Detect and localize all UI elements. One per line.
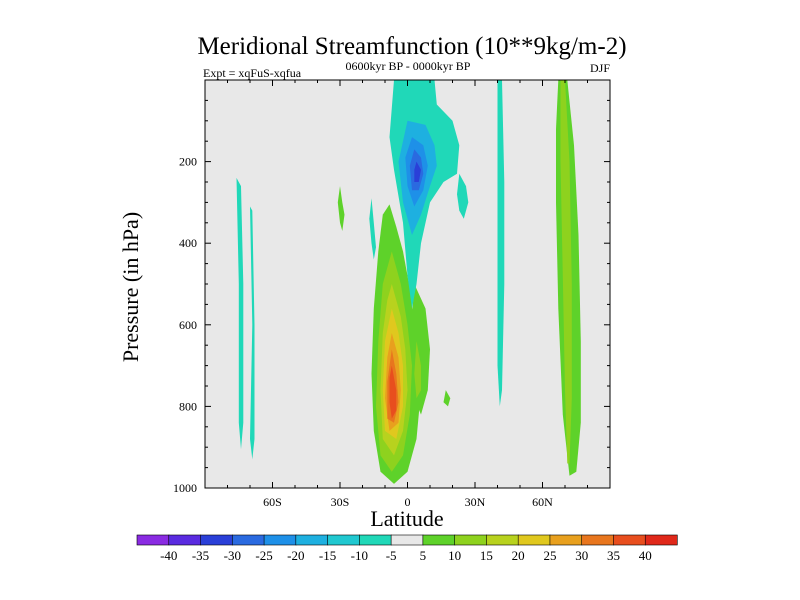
x-tick-label: 30N xyxy=(465,495,486,509)
colorbar-swatch xyxy=(517,534,551,546)
colorbar-swatch xyxy=(644,534,678,546)
colorbar-swatch xyxy=(613,534,646,546)
axis-ticks: 60S 30S 0 30N 60N 200 400 600 800 1000 xyxy=(173,80,610,509)
contour-sh-positive-small xyxy=(337,186,345,231)
contour-southern-cell-b xyxy=(250,206,255,460)
chart-title: Meridional Streamfunction (10**9kg/m-2) xyxy=(197,33,626,60)
colorbar-label: 20 xyxy=(512,548,525,563)
contour-nh-pos-column-inner xyxy=(560,80,572,464)
y-tick-label: 800 xyxy=(179,399,197,413)
contour-layer xyxy=(236,80,581,484)
colorbar-swatch xyxy=(136,534,170,546)
x-tick-label: 0 xyxy=(405,495,411,509)
colorbar-label: -40 xyxy=(160,548,177,563)
colorbar-swatch xyxy=(327,534,360,546)
colorbar-label: -35 xyxy=(192,548,209,563)
colorbar-swatch xyxy=(390,534,424,546)
colorbar-swatch xyxy=(486,534,519,546)
y-tick-label: 1000 xyxy=(173,481,197,495)
colorbar: -40 -35 -30 -25 -20 -15 -10 -5 5 10 15 20 25 30 35 40 xyxy=(136,534,678,563)
colorbar-label: -20 xyxy=(287,548,304,563)
colorbar-swatch xyxy=(200,534,233,546)
subtitle-left: Expt = xqFuS-xqfua xyxy=(203,66,302,80)
colorbar-label: -5 xyxy=(386,548,397,563)
colorbar-label: -10 xyxy=(351,548,368,563)
x-tick-label: 60S xyxy=(263,495,282,509)
contour-southern-cell-a xyxy=(236,177,244,450)
contour-sh-negative-small xyxy=(369,198,376,260)
colorbar-label: 35 xyxy=(607,548,620,563)
subtitle-center: 0600kyr BP - 0000kyr BP xyxy=(346,59,471,73)
contour-eq-pos-blob-b xyxy=(443,390,451,407)
colorbar-swatch xyxy=(359,534,392,546)
colorbar-swatch xyxy=(549,534,583,546)
subtitle-right: DJF xyxy=(590,61,610,75)
contour-hadley-35 xyxy=(389,365,397,419)
colorbar-label: -15 xyxy=(319,548,336,563)
colorbar-swatch xyxy=(454,534,488,546)
y-tick-label: 400 xyxy=(179,236,197,250)
contour-nh-neg-column xyxy=(457,173,469,219)
colorbar-swatch xyxy=(295,534,329,546)
colorbar-label: -30 xyxy=(224,548,241,563)
y-tick-label: 600 xyxy=(179,318,197,332)
colorbar-swatch xyxy=(581,534,615,546)
colorbar-label: 25 xyxy=(543,548,556,563)
colorbar-swatch xyxy=(231,534,265,546)
x-tick-label: 30S xyxy=(331,495,350,509)
colorbar-label: 10 xyxy=(448,548,461,563)
x-axis-label: Latitude xyxy=(370,506,443,531)
contour-nh-neg-column-b xyxy=(497,80,505,407)
colorbar-swatch xyxy=(263,534,297,546)
x-tick-label: 60N xyxy=(532,495,553,509)
colorbar-label: -25 xyxy=(255,548,272,563)
colorbar-label: 40 xyxy=(639,548,652,563)
y-axis-label: Pressure (in hPa) xyxy=(118,212,143,362)
y-tick-label: 200 xyxy=(179,155,197,169)
colorbar-label: 30 xyxy=(575,548,588,563)
colorbar-label: 5 xyxy=(420,548,427,563)
contour-upper-neg-25 xyxy=(414,161,421,182)
colorbar-swatch xyxy=(422,534,456,546)
contour-eq-pos-small-a xyxy=(414,341,421,399)
colorbar-swatch xyxy=(168,534,202,546)
colorbar-label: 15 xyxy=(480,548,493,563)
